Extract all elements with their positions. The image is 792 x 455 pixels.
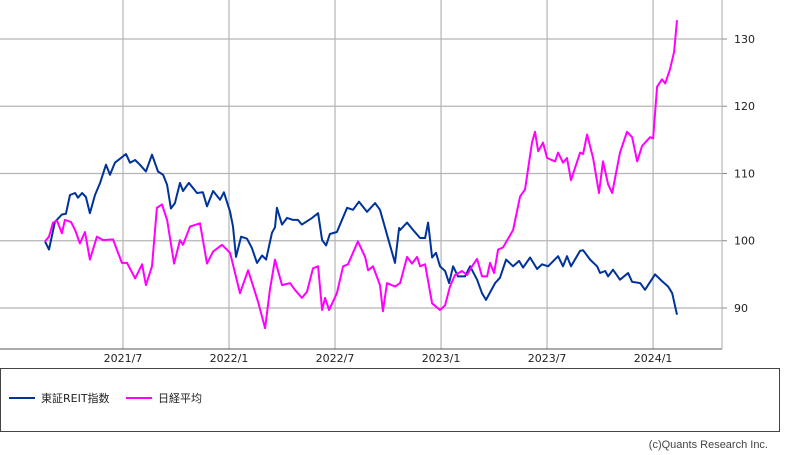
line-chart: 2021/7 2022/1 2022/7 2023/1 2023/7 2024/1 90 1… bbox=[0, 0, 755, 365]
x-tick-label: 2022/7 bbox=[316, 352, 355, 365]
legend-swatch-reit bbox=[9, 397, 35, 399]
x-tick-label: 2021/7 bbox=[104, 352, 143, 365]
legend-item-nikkei: 日経平均 bbox=[126, 390, 202, 406]
y-tick-label: 100 bbox=[734, 235, 755, 248]
series-lines bbox=[44, 20, 678, 330]
legend: 東証REIT指数 日経平均 bbox=[0, 368, 780, 432]
x-tick-label: 2023/1 bbox=[422, 352, 461, 365]
series-line-reit bbox=[44, 153, 678, 315]
y-tick-label: 110 bbox=[734, 167, 755, 180]
y-tick-label: 130 bbox=[734, 33, 755, 46]
series-line-nikkei bbox=[44, 20, 678, 330]
x-tick-labels: 2021/7 2022/1 2022/7 2023/1 2023/7 2024/1 bbox=[104, 352, 673, 365]
legend-label-nikkei: 日経平均 bbox=[158, 392, 202, 405]
x-tick-label: 2023/7 bbox=[528, 352, 567, 365]
y-tick-labels: 90 100 110 120 130 bbox=[734, 33, 755, 315]
y-tick-label: 90 bbox=[734, 302, 748, 315]
y-tick-label: 120 bbox=[734, 100, 755, 113]
legend-swatch-nikkei bbox=[126, 397, 152, 399]
legend-label-reit: 東証REIT指数 bbox=[41, 392, 110, 405]
copyright: (c)Quants Research Inc. bbox=[648, 439, 768, 451]
legend-item-reit: 東証REIT指数 bbox=[9, 390, 110, 406]
x-tick-label: 2024/1 bbox=[634, 352, 673, 365]
grid bbox=[0, 0, 727, 349]
x-tick-label: 2022/1 bbox=[210, 352, 249, 365]
